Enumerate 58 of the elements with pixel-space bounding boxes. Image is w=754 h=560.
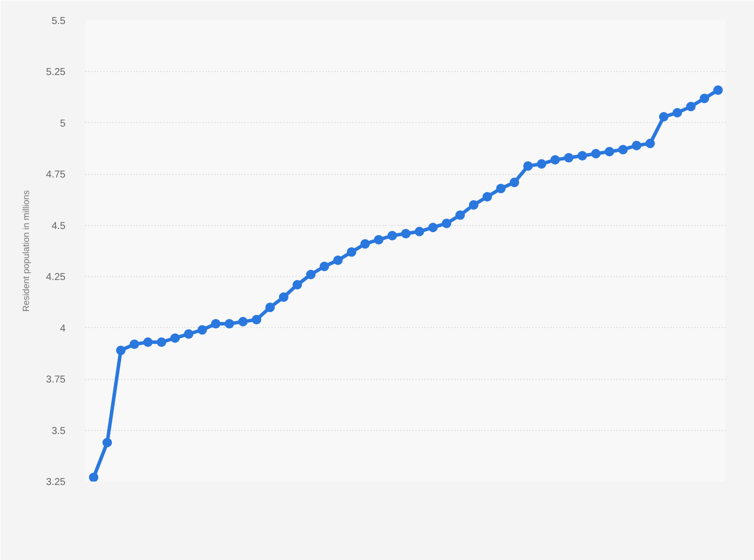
point [88, 472, 98, 482]
y-tick-label: 3.5 [52, 426, 66, 437]
y-tick-label: 4.75 [46, 170, 66, 181]
point [591, 148, 601, 158]
point [442, 218, 452, 228]
point [197, 325, 207, 335]
point [428, 222, 438, 232]
point [564, 153, 574, 163]
y-tick-label: 5 [60, 118, 66, 130]
point [604, 146, 614, 156]
point [224, 318, 234, 328]
point [143, 337, 153, 347]
y-axis-title: Resident population in millions [21, 190, 32, 312]
point [211, 318, 221, 328]
y-tick-label: 3.25 [46, 477, 66, 488]
y-tick-label: 4 [60, 323, 66, 334]
y-tick-label: 5.5 [52, 16, 66, 27]
point [252, 314, 262, 324]
point [482, 192, 492, 202]
point [455, 210, 465, 220]
point [130, 339, 140, 349]
point [102, 438, 112, 448]
y-tick-label: 4.5 [52, 220, 66, 232]
y-tick-label: 4.25 [46, 272, 66, 284]
point [374, 234, 384, 244]
point [278, 292, 288, 302]
y-tick-label: 5.25 [46, 67, 66, 78]
point [156, 337, 166, 347]
point [306, 270, 316, 280]
point [632, 140, 642, 150]
point [360, 239, 370, 249]
point [170, 333, 180, 343]
point [618, 144, 628, 154]
point [414, 226, 424, 236]
point [292, 280, 302, 290]
point [320, 262, 330, 272]
point [468, 200, 478, 210]
point [672, 108, 682, 118]
point [238, 316, 248, 326]
point [686, 102, 696, 112]
point [523, 161, 533, 171]
point [388, 230, 398, 240]
point [346, 247, 356, 257]
point [496, 184, 506, 194]
point [550, 155, 560, 165]
point [536, 159, 546, 169]
point [510, 178, 520, 188]
y-tick-label: 3.75 [46, 374, 66, 386]
point [184, 329, 194, 339]
point [645, 138, 655, 148]
point [333, 255, 343, 265]
point [700, 94, 710, 104]
point [658, 112, 668, 122]
point [713, 85, 723, 95]
point [401, 228, 411, 238]
point [578, 150, 588, 160]
point [265, 302, 275, 312]
point [116, 346, 126, 356]
